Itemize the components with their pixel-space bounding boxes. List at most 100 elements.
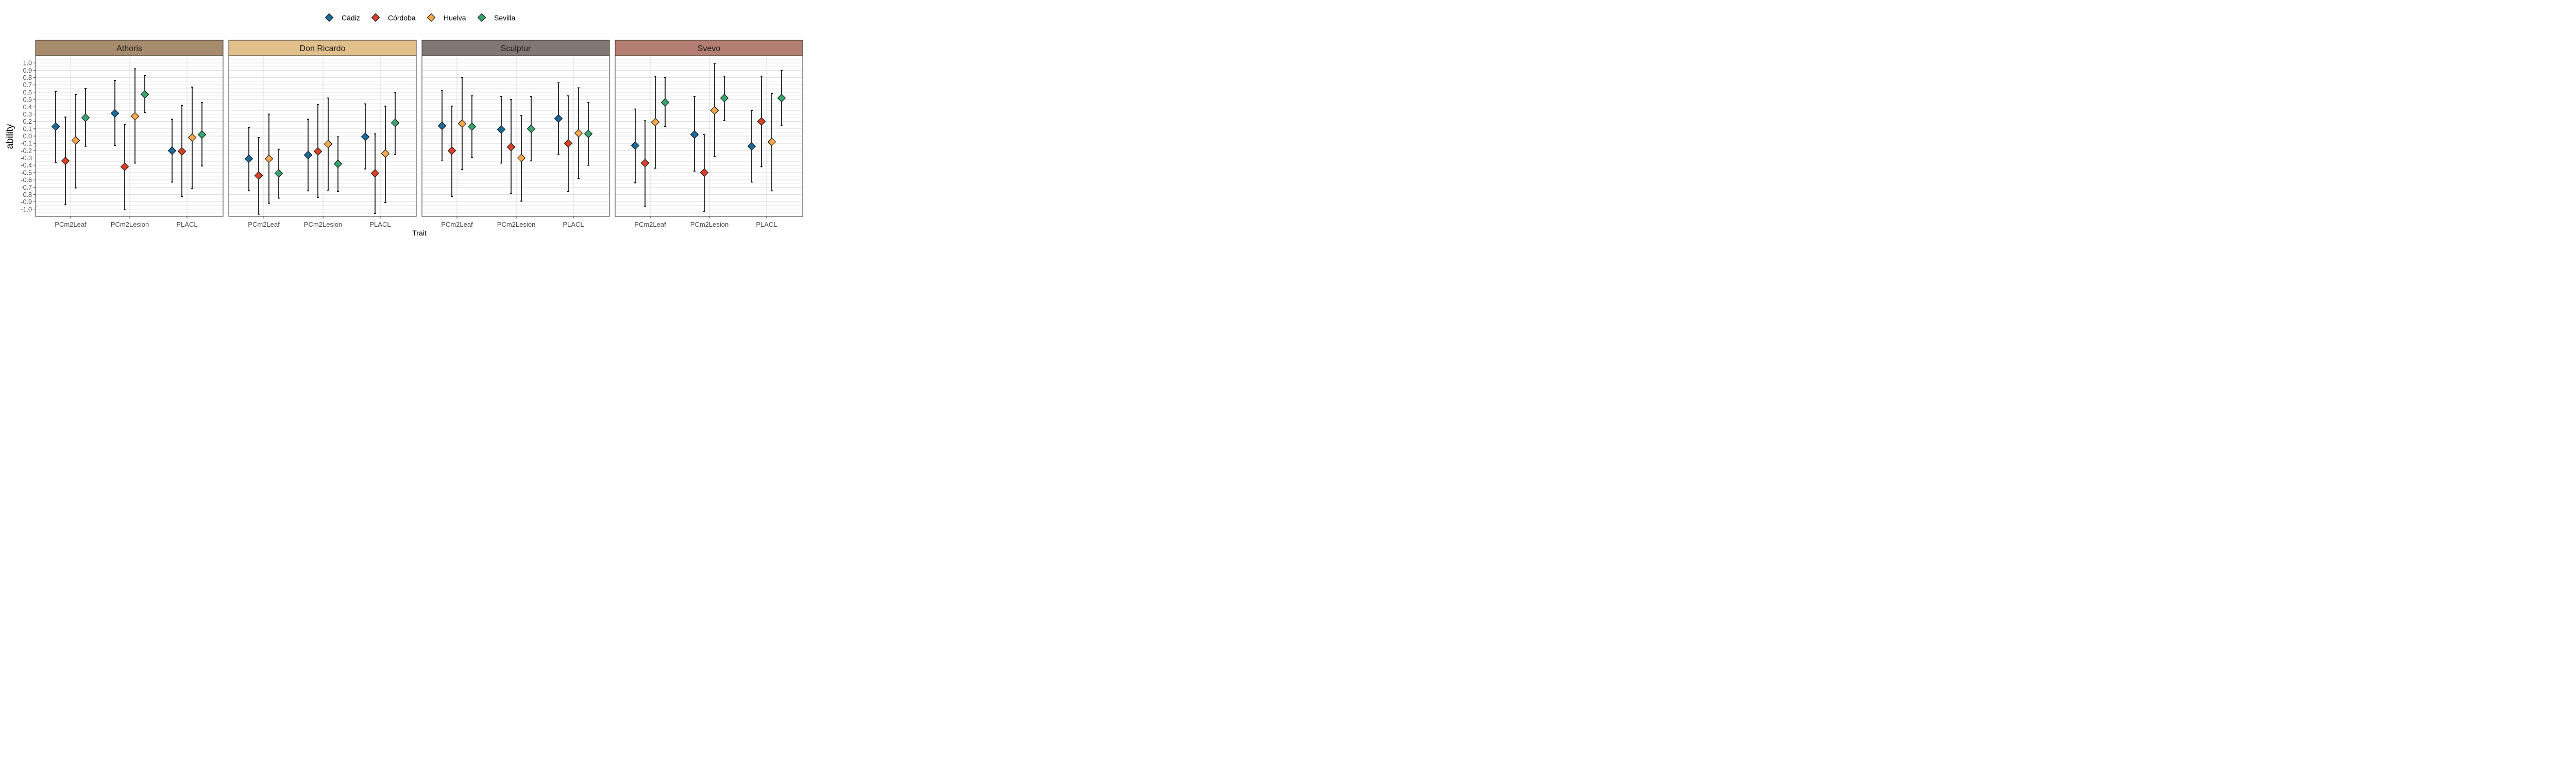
legend-label: Cádiz <box>342 14 360 22</box>
x-tick-label: PCm2Leaf <box>634 221 666 228</box>
y-axis-label: ability <box>5 124 15 149</box>
legend-key-0 <box>325 13 334 22</box>
data-point <box>457 119 467 128</box>
y-tick-label: 0.7 <box>23 81 32 89</box>
data-point <box>361 132 370 141</box>
y-tick-label: -0.3 <box>21 155 32 162</box>
data-point <box>554 114 563 123</box>
panel-border <box>421 55 610 217</box>
facet-title: Athoris <box>116 44 142 53</box>
x-tick-label: PLACL <box>369 221 391 228</box>
faceted-dot-chart: Cádiz Córdoba Huelva Sevilla Athoris PCm2Lea… <box>5 13 803 237</box>
data-point <box>506 143 516 152</box>
data-point <box>81 113 90 122</box>
data-point <box>188 133 197 142</box>
facet-title: Sculptur <box>501 44 531 53</box>
data-point <box>130 112 140 121</box>
data-point <box>370 169 380 178</box>
data-point <box>274 169 283 178</box>
data-point <box>140 90 149 99</box>
data-point <box>700 168 709 177</box>
panel-border <box>615 55 803 217</box>
data-point <box>767 138 776 146</box>
data-point <box>497 125 506 134</box>
data-point <box>167 146 177 155</box>
y-tick-label: 1.0 <box>23 60 32 67</box>
y-tick-label: -0.2 <box>21 147 32 155</box>
panel-1: Don Ricardo PCm2Leaf PCm2Lesion PLACL <box>228 40 417 228</box>
data-point <box>61 157 70 165</box>
legend: Cádiz Córdoba Huelva Sevilla <box>325 13 515 22</box>
y-tick-label: 0.0 <box>23 133 32 140</box>
data-point <box>324 140 333 148</box>
data-point <box>254 171 263 180</box>
data-point <box>517 154 526 162</box>
y-tick-label: -1.0 <box>21 206 32 213</box>
legend-label: Córdoba <box>388 14 416 22</box>
chart: Cádiz Córdoba Huelva Sevilla Athoris PCm2Lea… <box>0 0 808 242</box>
legend-key-3 <box>477 13 486 22</box>
facet-strip <box>228 40 417 56</box>
x-tick-label: PCm2Leaf <box>441 221 473 228</box>
y-tick-label: -0.6 <box>21 177 32 184</box>
data-point <box>710 106 719 115</box>
legend-label: Sevilla <box>494 14 515 22</box>
data-point <box>574 129 583 138</box>
data-point <box>467 122 477 131</box>
x-tick-label: PCm2Lesion <box>690 221 728 228</box>
data-point <box>777 94 786 103</box>
data-point <box>660 98 670 107</box>
panel-border <box>228 55 417 217</box>
legend-key-1 <box>371 13 380 22</box>
facet-strip <box>421 40 610 56</box>
panel-2: Sculptur PCm2Leaf PCm2Lesion PLACL <box>421 40 610 228</box>
x-tick-label: PLACL <box>176 221 197 228</box>
data-point <box>313 147 323 156</box>
y-tick-label: 0.4 <box>23 104 32 111</box>
x-tick-label: PCm2Lesion <box>111 221 149 228</box>
y-tick-label: -0.8 <box>21 191 32 198</box>
y-tick-label: -0.9 <box>21 198 32 206</box>
data-point <box>640 159 650 167</box>
y-tick-label: 0.8 <box>23 74 32 81</box>
y-tick-label: -0.1 <box>21 140 32 147</box>
y-tick-label: 0.3 <box>23 111 32 118</box>
data-point <box>447 146 456 155</box>
x-tick-label: PCm2Leaf <box>55 221 87 228</box>
facet-strip <box>35 40 224 56</box>
data-point <box>391 119 400 127</box>
data-point <box>690 130 699 139</box>
data-point <box>564 139 573 148</box>
data-point <box>437 121 447 130</box>
data-point <box>51 122 60 131</box>
data-point <box>71 136 80 145</box>
data-point <box>381 149 390 158</box>
facet-title: Svevo <box>698 44 721 53</box>
data-point <box>244 154 253 163</box>
data-point <box>527 124 536 133</box>
data-point <box>303 150 313 160</box>
x-tick-label: PCm2Lesion <box>497 221 535 228</box>
data-point <box>120 162 129 171</box>
panel-3: Svevo PCm2Leaf PCm2Lesion PLACL <box>615 40 803 228</box>
x-tick-label: PCm2Lesion <box>304 221 342 228</box>
data-point <box>584 129 593 138</box>
data-point <box>631 141 640 150</box>
data-point <box>757 117 766 126</box>
y-axis: 1.00.90.80.70.60.50.40.30.20.10.0-0.1-0.… <box>21 60 36 213</box>
legend-key-2 <box>427 13 436 22</box>
facet-title: Don Ricardo <box>300 44 346 53</box>
data-point <box>110 109 120 118</box>
data-point <box>264 154 274 163</box>
data-point <box>651 117 660 127</box>
y-tick-label: 0.1 <box>23 125 32 132</box>
y-tick-label: -0.7 <box>21 184 32 191</box>
y-tick-label: 0.2 <box>23 118 32 125</box>
data-point <box>720 94 729 103</box>
x-tick-label: PLACL <box>563 221 584 228</box>
x-tick-label: PLACL <box>756 221 777 228</box>
legend-label: Huelva <box>444 14 466 22</box>
x-axis-label: Trait <box>412 229 427 237</box>
data-point <box>747 142 756 151</box>
panels: Athoris PCm2Leaf PCm2Lesion PLACL Don Ricard… <box>35 40 803 228</box>
